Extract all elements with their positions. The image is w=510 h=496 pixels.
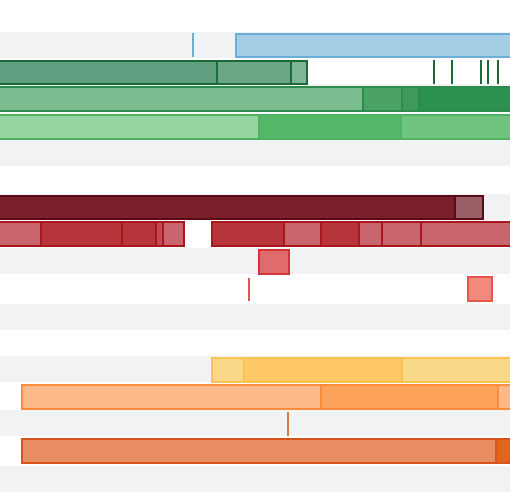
lane-6 xyxy=(0,166,510,192)
dark-green-marker-2 xyxy=(451,60,453,84)
dark-red-bar-1[interactable] xyxy=(0,195,458,220)
dark-green-bar-3[interactable] xyxy=(290,60,308,85)
blue-marker xyxy=(192,33,194,57)
lane-9 xyxy=(0,248,510,274)
lane-15 xyxy=(0,410,510,436)
lane-11 xyxy=(0,304,510,330)
yellow-bar-2[interactable] xyxy=(243,357,405,383)
dark-green-marker-1 xyxy=(433,60,435,84)
lane-5 xyxy=(0,140,510,166)
red-bar-2[interactable] xyxy=(40,221,124,247)
red-bar-3[interactable] xyxy=(121,221,158,247)
lane-0 xyxy=(0,6,510,32)
red-bar-11[interactable] xyxy=(420,221,510,247)
dark-green-marker-5 xyxy=(497,60,499,84)
lane-10 xyxy=(0,276,510,302)
red-bar-9[interactable] xyxy=(358,221,384,247)
red-bar-6[interactable] xyxy=(211,221,285,247)
dark-orange-bar-1[interactable] xyxy=(21,438,500,464)
light-red-marker xyxy=(248,278,250,301)
yellow-bar-1[interactable] xyxy=(211,357,247,383)
orange-marker xyxy=(287,412,289,436)
light-green-bar-2[interactable] xyxy=(258,114,404,140)
orange-bar-2[interactable] xyxy=(320,384,500,410)
red-bar-8[interactable] xyxy=(320,221,361,247)
light-green-bar-1[interactable] xyxy=(0,114,262,140)
dark-green-bar-2[interactable] xyxy=(216,60,292,85)
blue-bar[interactable] xyxy=(235,33,510,58)
mid-green-bar-4[interactable] xyxy=(418,86,510,112)
dark-green-marker-4 xyxy=(487,60,489,84)
mid-green-bar-1[interactable] xyxy=(0,86,366,112)
light-red-bar-1[interactable] xyxy=(258,249,290,275)
dark-green-bar-1[interactable] xyxy=(0,60,218,85)
red-bar-10[interactable] xyxy=(381,221,423,247)
mid-green-bar-2[interactable] xyxy=(362,86,404,112)
red-bar-1[interactable] xyxy=(0,221,42,247)
dark-green-marker-3 xyxy=(480,60,482,84)
lane-17 xyxy=(0,466,510,492)
orange-bar-1[interactable] xyxy=(21,384,323,410)
orange-bar-3[interactable] xyxy=(497,384,510,410)
dark-red-bar-2[interactable] xyxy=(454,195,484,220)
light-red-bar-2[interactable] xyxy=(467,276,493,302)
light-green-bar-3[interactable] xyxy=(400,114,510,140)
yellow-bar-3[interactable] xyxy=(401,357,510,383)
red-bar-7[interactable] xyxy=(283,221,323,247)
lane-12 xyxy=(0,330,510,356)
red-bar-5[interactable] xyxy=(162,221,185,247)
dark-orange-bar-2[interactable] xyxy=(495,438,510,464)
